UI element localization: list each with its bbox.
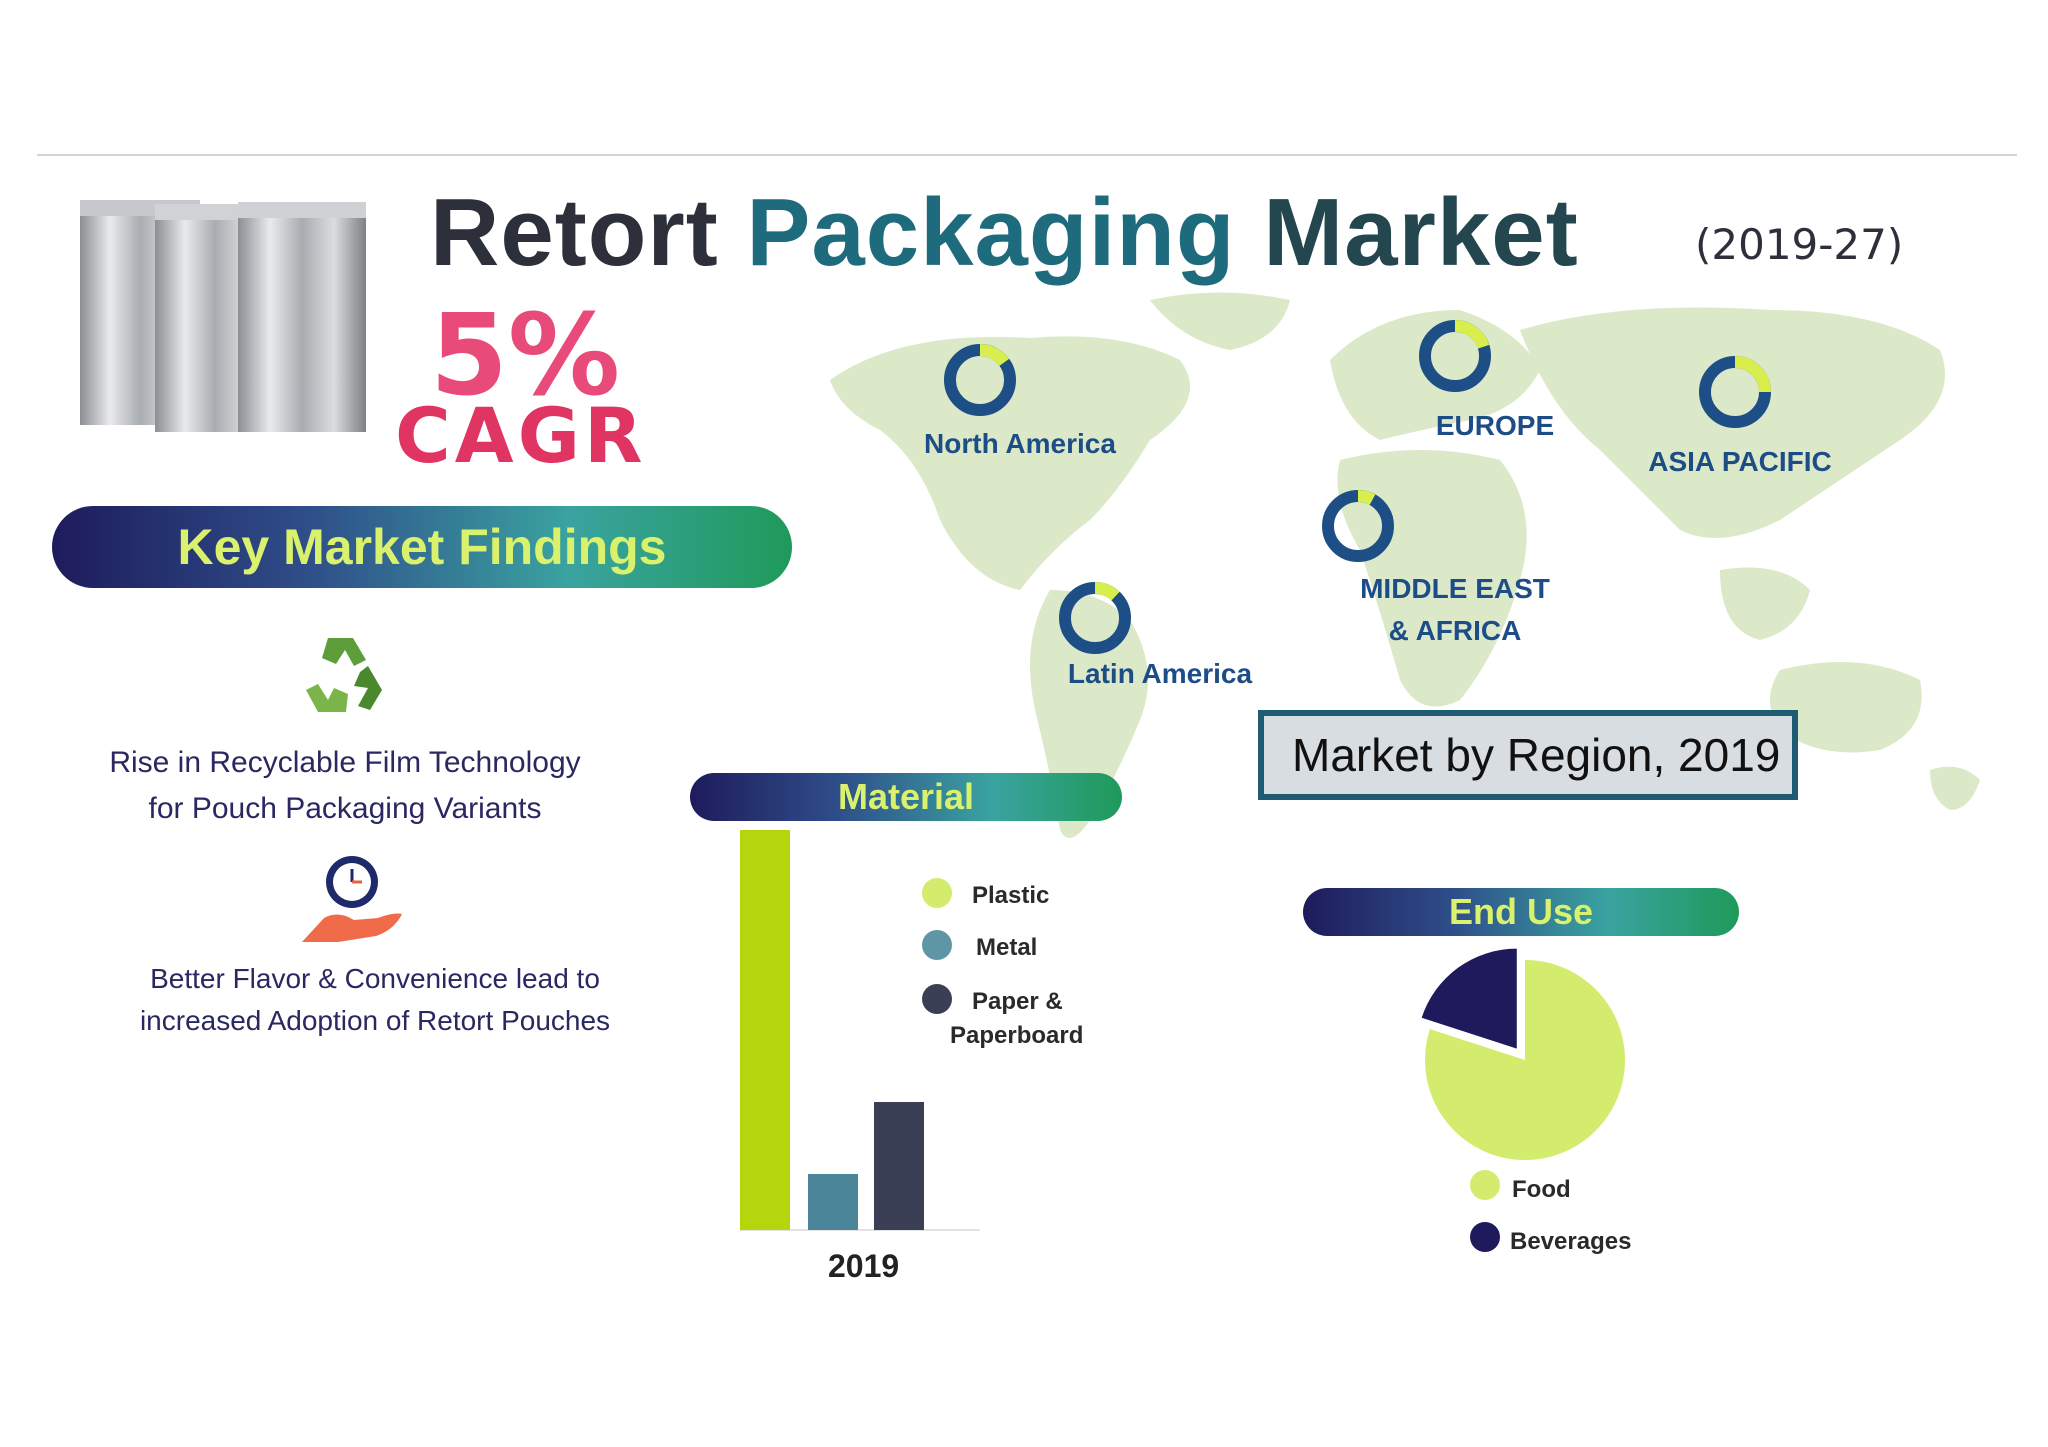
material-bar-chart <box>740 830 980 1231</box>
cagr-label: CAGR <box>395 391 647 480</box>
finding-2-line-2: increased Adoption of Retort Pouches <box>139 1005 611 1036</box>
region-label-mea-line-2: & AFRICA <box>1388 615 1522 646</box>
region-label-north-america: North America <box>924 428 1116 459</box>
region-donut-europe <box>1419 320 1491 392</box>
bar-paper <box>874 1102 924 1230</box>
end-use-chart-title: End Use <box>1303 888 1739 936</box>
region-label-asia-pacific: ASIA PACIFIC <box>1648 446 1832 477</box>
legend-swatch-plastic <box>922 878 952 908</box>
finding-1-line-1: Rise in Recyclable Film Technology <box>109 746 581 779</box>
title-word-2: Packaging <box>746 179 1236 286</box>
legend-label-metal: Metal <box>976 934 1038 961</box>
finding-2: Better Flavor & Convenience lead to incr… <box>100 958 650 1042</box>
region-label-middle-east-africa: MIDDLE EAST & AFRICA <box>1335 568 1575 652</box>
region-label-latin-america: Latin America <box>1067 658 1253 689</box>
legend-swatch-metal <box>922 930 952 960</box>
legend-label-paper-2: Paperboard <box>950 1022 1084 1049</box>
legend-label-plastic: Plastic <box>972 882 1050 909</box>
legend-label-beverages: Beverages <box>1510 1228 1632 1255</box>
market-by-region-caption: Market by Region, 2019 <box>1258 710 1798 800</box>
legend-swatch-food <box>1470 1170 1500 1200</box>
ring-highlight <box>1454 320 1490 349</box>
pouch-image <box>80 200 366 432</box>
ring-highlight <box>1734 356 1771 393</box>
recycle-icon <box>306 638 382 712</box>
pie-slice-food <box>1425 960 1625 1160</box>
region-donut-middle-east-africa <box>1322 490 1394 562</box>
finding-2-line-1: Better Flavor & Convenience lead to <box>150 963 600 994</box>
cagr-value: 5% <box>430 291 621 421</box>
region-label-europe: EUROPE <box>1435 410 1555 441</box>
x-tick-label: 2019 <box>828 1248 900 1284</box>
ring-highlight <box>1357 490 1376 506</box>
title-word-1: Retort <box>430 179 719 286</box>
legend-swatch-beverages <box>1470 1222 1500 1252</box>
ring-highlight <box>1094 582 1120 601</box>
region-donut-north-america <box>944 344 1016 416</box>
finding-1: Rise in Recyclable Film Technology for P… <box>60 740 630 832</box>
end-use-pie-chart <box>1421 948 1625 1160</box>
page-title: Retort Packaging Market <box>430 178 1579 288</box>
ring-highlight <box>979 344 1010 367</box>
top-divider <box>37 154 2017 156</box>
bar-plastic <box>740 830 790 1230</box>
clock-hand-icon <box>302 856 402 942</box>
forecast-period: (2019-27) <box>1695 220 1904 269</box>
legend-swatch-paper <box>922 984 952 1014</box>
region-label-mea-line-1: MIDDLE EAST <box>1360 573 1550 604</box>
finding-1-line-2: for Pouch Packaging Variants <box>148 792 542 825</box>
bar-metal <box>808 1174 858 1230</box>
pie-slice-beverages <box>1421 948 1517 1049</box>
legend-label-food: Food <box>1512 1176 1571 1203</box>
region-donut-asia-pacific <box>1699 356 1771 428</box>
pouch-front <box>238 202 366 432</box>
region-donut-latin-america <box>1059 582 1131 654</box>
material-chart-title: Material <box>690 773 1122 821</box>
legend-label-paper-1: Paper & <box>972 988 1063 1015</box>
title-word-3: Market <box>1263 179 1579 286</box>
key-findings-heading: Key Market Findings <box>52 506 792 588</box>
